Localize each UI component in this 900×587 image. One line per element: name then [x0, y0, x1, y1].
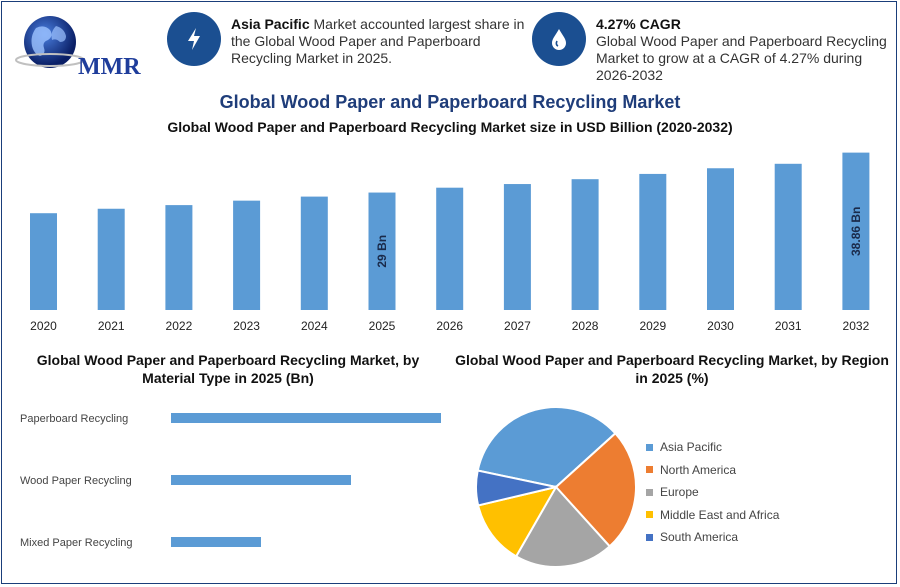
bar-2020 [30, 213, 57, 310]
bar-2029 [639, 173, 667, 310]
highlight-1-bold: Asia Pacific [231, 16, 310, 32]
legend-swatch [646, 511, 653, 519]
legend-item: Asia Pacific [646, 436, 779, 459]
region-chart-title: Global Wood Paper and Paperboard Recycli… [455, 352, 889, 386]
x-tick-label: 2032 [843, 319, 870, 333]
legend-swatch [646, 533, 653, 541]
bar-data-label: 29 Bn [375, 235, 389, 268]
category-label: Paperboard Recycling [20, 413, 128, 425]
legend-label: Middle East and Africa [660, 507, 780, 522]
pie-slice-0 [476, 406, 617, 489]
pie-slice-1 [554, 431, 637, 548]
highlight-1-text: Market accounted largest share in the Gl… [231, 16, 525, 66]
material-type-bar-chart: Paperboard Recycling Wood Paper Recycling… [20, 413, 441, 549]
legend-label: South America [660, 530, 739, 545]
water-drop-icon [532, 12, 586, 66]
legend-label: Asia Pacific [660, 440, 723, 455]
pie-slice-3 [476, 485, 559, 558]
material-chart-title: Global Wood Paper and Paperboard Recycli… [36, 352, 420, 386]
highlight-asia-pacific: Asia Pacific Market accounted largest sh… [231, 16, 526, 67]
legend-label: North America [660, 462, 737, 477]
bar-2030 [707, 168, 734, 310]
x-tick-label: 2029 [639, 319, 666, 333]
bar-data-label: 38.86 Bn [849, 207, 863, 256]
x-tick-label: 2026 [436, 319, 463, 333]
lightning-icon [167, 12, 221, 66]
legend-swatch [646, 443, 653, 451]
bar-2021 [97, 208, 125, 310]
legend-item: Middle East and Africa [646, 504, 779, 527]
bar-2032 [842, 152, 870, 310]
highlight-2-bold: 4.27% CAGR [596, 16, 681, 32]
legend-swatch [646, 466, 653, 474]
legend-item: South America [646, 526, 779, 549]
x-tick-label: 2031 [775, 319, 802, 333]
legend-item: Europe [646, 481, 779, 504]
bar-2023 [233, 200, 261, 310]
hbar-0 [171, 413, 441, 423]
hbar-2 [171, 537, 261, 547]
x-tick-label: 2027 [504, 319, 531, 333]
logo-text: MMR [78, 54, 141, 80]
pie-slice-4 [475, 469, 557, 507]
x-tick-label: 2020 [30, 319, 57, 333]
x-tick-label: 2025 [369, 319, 396, 333]
region-pie-chart [475, 406, 637, 568]
bar-2025 [368, 192, 396, 310]
hbar-1 [171, 475, 351, 485]
bar-2024 [300, 196, 328, 310]
highlight-cagr: 4.27% CAGR Global Wood Paper and Paperboa… [596, 16, 891, 84]
bar-2022 [165, 205, 193, 310]
bar-2028 [571, 179, 599, 310]
market-size-bar-chart: 2020 2021 2022 2023 2024 2025 2026 2027 2028 2029… [30, 152, 870, 333]
category-label: Mixed Paper Recycling [20, 537, 133, 549]
pie-slice-2 [514, 485, 612, 568]
legend-item: North America [646, 459, 779, 482]
legend-swatch [646, 488, 653, 496]
x-tick-label: 2028 [572, 319, 599, 333]
x-tick-label: 2024 [301, 319, 328, 333]
x-tick-label: 2030 [707, 319, 734, 333]
bar-2026 [436, 187, 464, 310]
bar-2031 [774, 163, 802, 310]
legend-label: Europe [660, 485, 699, 500]
x-tick-label: 2021 [98, 319, 125, 333]
page-title: Global Wood Paper and Paperboard Recycli… [219, 92, 681, 112]
mmr-logo: MMR [14, 12, 144, 80]
x-tick-label: 2022 [166, 319, 193, 333]
x-tick-label: 2023 [233, 319, 260, 333]
bar-2027 [503, 184, 531, 310]
globe-icon [15, 16, 85, 68]
category-label: Wood Paper Recycling [20, 475, 132, 487]
highlight-2-text: Global Wood Paper and Paperboard Recycli… [596, 33, 887, 83]
bar-chart-title: Global Wood Paper and Paperboard Recycli… [167, 119, 733, 135]
region-legend: Asia Pacific North America Europe Middle Ea… [646, 436, 779, 549]
